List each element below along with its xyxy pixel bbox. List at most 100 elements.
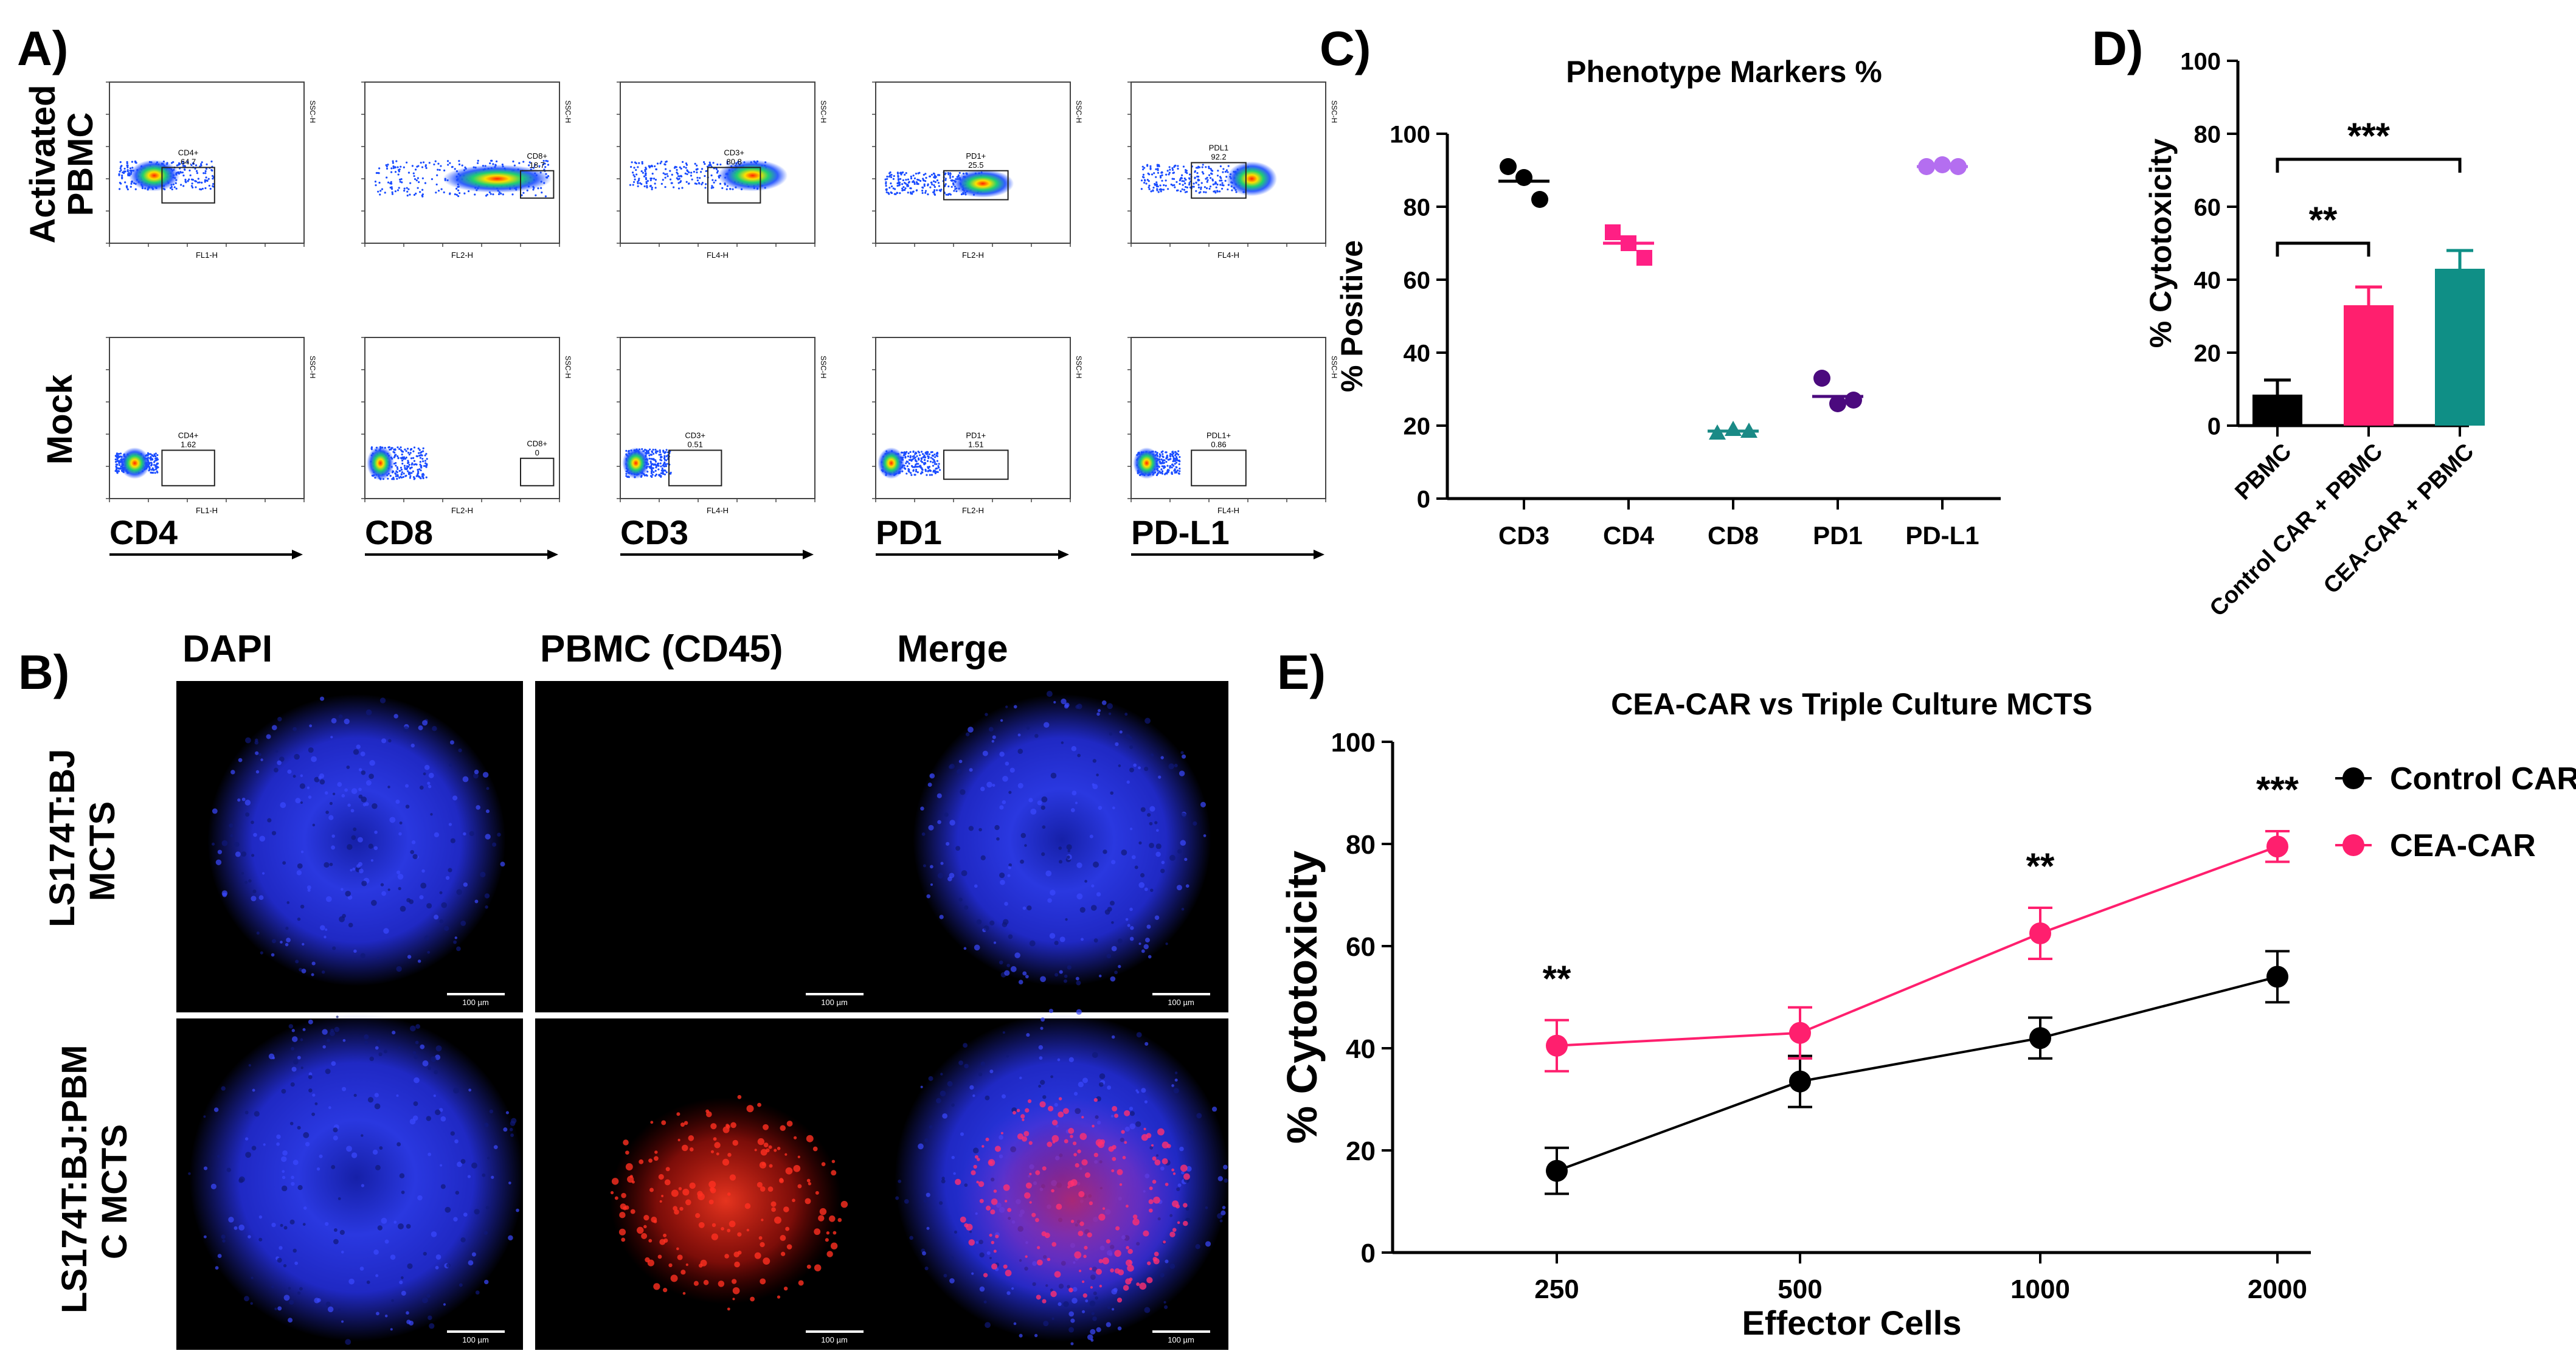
flow-event-dot — [903, 188, 905, 192]
micro-nucleus-dot — [369, 1056, 375, 1062]
flow-event-dot — [395, 454, 397, 456]
flow-event-dot — [1153, 172, 1155, 175]
flow-gate-name: CD3+ — [724, 148, 744, 157]
micro-nucleus-dot — [1137, 1091, 1140, 1094]
flow-event-dot — [1149, 165, 1152, 167]
flow-event-dot — [396, 455, 399, 457]
flow-event-dot — [1175, 466, 1177, 468]
micro-nucleus-dot — [389, 817, 396, 823]
micro-nucleus-dot — [1149, 806, 1155, 812]
flow-event-dot — [1183, 180, 1185, 182]
micro-nucleus-dot — [991, 739, 995, 743]
flow-event-dot — [631, 161, 633, 164]
flow-event-dot — [420, 452, 422, 454]
micro-nucleus-dot — [493, 1145, 498, 1149]
flow-event-dot — [1146, 179, 1149, 181]
flow-event-dot — [909, 459, 912, 461]
micro-nucleus-dot — [1156, 829, 1159, 832]
flow-event-dot — [182, 165, 185, 167]
micro-nucleus-dot — [244, 1296, 249, 1302]
flow-event-dot — [1200, 188, 1202, 190]
flow-event-dot — [124, 181, 126, 184]
flow-event-dot — [392, 167, 395, 170]
micro-cd45-cell — [659, 1239, 666, 1245]
micro-nucleus-dot — [429, 1323, 435, 1329]
micro-cd45-cell — [625, 1205, 629, 1210]
micro-nucleus-dot — [1070, 1342, 1074, 1346]
flow-marker-label: CD4 — [109, 513, 178, 551]
chart-e-point — [1789, 1021, 1811, 1044]
micro-nucleus-dot — [379, 697, 386, 703]
flow-event-dot — [904, 468, 907, 470]
micro-nucleus-dot — [230, 834, 234, 838]
flow-event-dot — [886, 175, 888, 178]
flow-event-dot — [390, 171, 393, 173]
micro-cd45-cell — [682, 1189, 690, 1196]
micro-nucleus-dot — [951, 1155, 955, 1160]
flow-event-dot — [646, 186, 648, 188]
micro-nucleus-dot — [940, 1073, 943, 1076]
micro-nucleus-dot — [434, 914, 439, 920]
flow-event-dot — [1207, 179, 1209, 181]
micro-nucleus-dot — [1129, 1107, 1134, 1111]
micro-nucleus-dot — [968, 826, 974, 831]
flow-event-dot — [923, 179, 925, 182]
flow-event-dot — [649, 461, 653, 465]
micro-cd45-cell — [780, 1251, 786, 1256]
micro-nucleus-dot — [248, 1235, 251, 1239]
flow-event-dot — [189, 174, 192, 176]
flow-plot-frame — [109, 81, 305, 244]
flow-event-dot — [898, 184, 901, 187]
micro-nucleus-dot — [491, 1175, 494, 1179]
flow-event-dot — [659, 451, 662, 454]
micro-nucleus-dot — [1179, 1146, 1184, 1152]
micro-nucleus-dot — [1205, 1206, 1208, 1209]
flow-event-dot — [1222, 184, 1225, 187]
micro-nucleus-dot — [1117, 1326, 1122, 1331]
micro-nucleus-dot — [435, 1045, 442, 1052]
micro-nucleus-dot — [311, 1112, 315, 1116]
micro-cd45-cell — [1127, 1248, 1133, 1254]
micro-cd45-cell — [1143, 1230, 1149, 1237]
micro-nucleus-dot — [376, 956, 379, 959]
flow-event-dot — [420, 162, 422, 164]
flow-event-dot — [116, 463, 119, 466]
flow-event-dot — [905, 451, 908, 453]
micro-nucleus-dot — [338, 714, 343, 719]
flow-event-dot — [892, 178, 895, 180]
micro-nucleus-dot — [1118, 764, 1121, 767]
flow-gate-box — [161, 167, 215, 204]
flow-event-dot — [391, 447, 393, 449]
flow-event-dot — [449, 162, 451, 164]
micro-nucleus-dot — [1154, 821, 1158, 824]
flow-event-dot — [490, 159, 493, 162]
flow-event-dot — [395, 473, 397, 475]
micro-nucleus-dot — [325, 928, 328, 931]
flow-event-dot — [641, 162, 643, 165]
flow-event-dot — [1220, 187, 1224, 190]
micro-nucleus-dot — [1111, 921, 1114, 924]
flow-event-dot — [396, 477, 398, 480]
micro-nucleus-dot — [383, 1049, 387, 1054]
micro-cd45-cell — [1172, 1228, 1177, 1232]
flow-event-dot — [670, 182, 673, 184]
micro-cd45-cell — [754, 1252, 761, 1259]
micro-cd45-cell — [1163, 1240, 1166, 1244]
micro-cd45-cell — [759, 1161, 767, 1169]
micro-nucleus-dot — [300, 774, 303, 778]
micro-nucleus-dot — [450, 1131, 455, 1136]
flow-event-dot — [423, 465, 426, 467]
micro-nucleus-dot — [1146, 924, 1151, 929]
micro-cd45-cell — [812, 1146, 818, 1152]
flow-event-dot — [1158, 470, 1161, 472]
flow-event-dot — [486, 193, 488, 196]
flow-event-dot — [887, 192, 890, 194]
flow-event-dot — [425, 167, 428, 170]
micro-nucleus-dot — [366, 1280, 370, 1284]
micro-nucleus-dot — [942, 1113, 948, 1119]
micro-cd45-cell — [614, 1196, 618, 1200]
micro-nucleus-dot — [1205, 1241, 1211, 1247]
flow-event-dot — [645, 178, 648, 181]
flow-event-dot — [916, 463, 918, 465]
